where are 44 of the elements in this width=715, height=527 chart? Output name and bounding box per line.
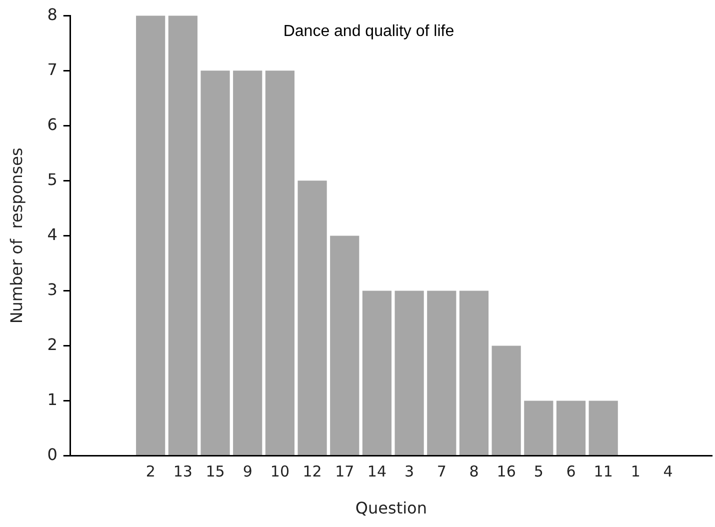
- x-tick-label: 9: [242, 462, 252, 481]
- y-tick-label: 5: [47, 170, 58, 189]
- x-tick-label: 7: [436, 462, 446, 481]
- bar: [200, 70, 230, 456]
- x-tick-label: 8: [469, 462, 479, 481]
- bar: [136, 16, 166, 456]
- x-tick-label: 13: [173, 462, 192, 481]
- x-tick-label: 11: [594, 462, 613, 481]
- bar: [298, 180, 327, 456]
- y-axis-title: Number of responses: [6, 148, 26, 324]
- x-tick-label: 6: [566, 462, 576, 481]
- x-tick-label: 12: [302, 462, 322, 481]
- bar: [556, 400, 586, 456]
- x-tick-label: 5: [534, 462, 544, 481]
- bar: [233, 70, 262, 456]
- y-tick-label: 1: [47, 390, 58, 409]
- bar: [427, 290, 456, 456]
- chart-title: Dance and quality of life: [283, 23, 454, 40]
- bar: [330, 236, 360, 456]
- x-tick-label: 17: [335, 462, 354, 481]
- bar: [588, 400, 618, 456]
- x-tick-label: 15: [206, 462, 225, 481]
- y-tick-label: 6: [47, 114, 58, 134]
- x-tick-label: 2: [146, 462, 156, 481]
- y-tick-label: 3: [47, 280, 58, 299]
- bar: [524, 400, 554, 456]
- bar: [394, 290, 424, 456]
- y-tick-label: 7: [47, 60, 58, 79]
- x-tick-label: 16: [496, 462, 516, 481]
- x-tick-label: 14: [367, 462, 387, 481]
- bar: [168, 16, 198, 456]
- x-tick-label: 1: [630, 462, 640, 481]
- x-tick-label: 3: [404, 462, 414, 481]
- y-tick-label: 0: [47, 444, 58, 464]
- x-axis-title: Question: [355, 498, 427, 518]
- bar: [459, 290, 489, 456]
- y-tick-label: 8: [47, 4, 58, 24]
- y-tick-label: 2: [47, 334, 58, 354]
- x-tick-label: 4: [663, 462, 673, 481]
- y-tick-label: 4: [47, 224, 58, 244]
- bar: [265, 70, 294, 456]
- x-tick-label: 10: [270, 462, 290, 481]
- bar: [492, 346, 521, 456]
- bar: [362, 290, 392, 456]
